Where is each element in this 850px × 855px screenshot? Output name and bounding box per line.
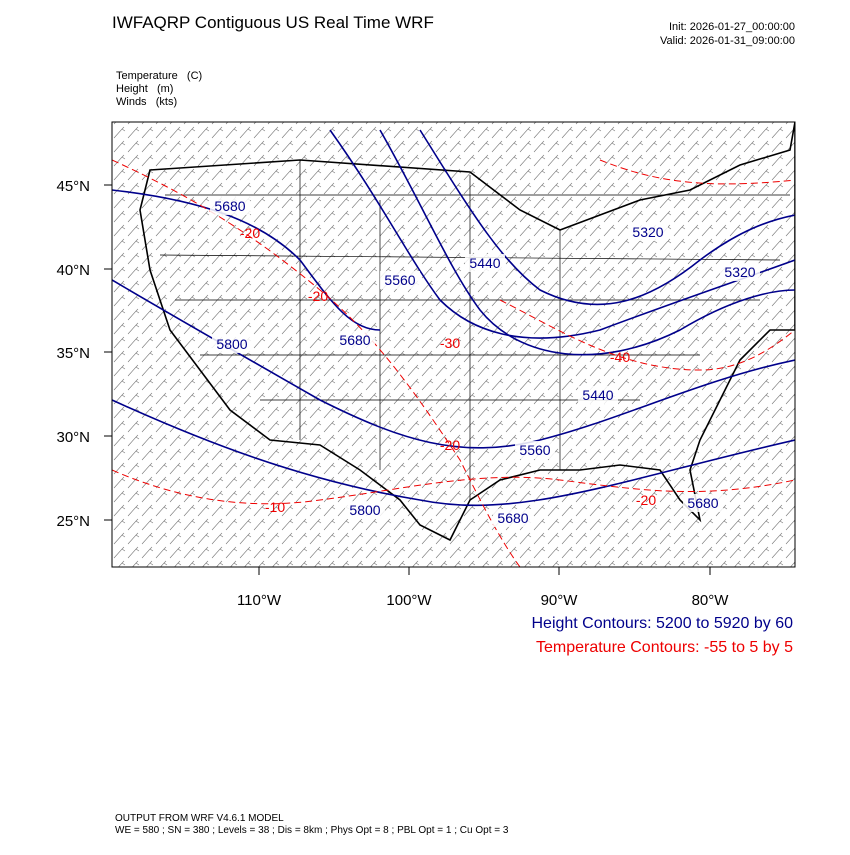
plot-frame [111,121,796,568]
lat-label: 45°N [56,178,90,195]
height-label: 5680 [339,332,370,348]
temperature-label: -20 [308,288,328,304]
height-label: 5680 [214,198,245,214]
lon-label: 90°W [541,592,579,609]
height-label: 5680 [497,510,528,526]
valid-time: Valid: 2026-01-31_09:00:00 [660,35,795,47]
height-label: 5320 [632,224,663,240]
height-label-box [578,386,618,404]
height-label: 5440 [582,387,613,403]
height-label-box [345,501,385,519]
height-legend: Height Contours: 5200 to 5920 by 60 [531,615,793,632]
height-label-box [515,441,555,459]
lat-label: 35°N [56,345,90,362]
temperature-legend: Temperature Contours: -55 to 5 by 5 [536,639,793,656]
lat-label: 25°N [56,513,90,530]
height-label: 5680 [687,495,718,511]
init-time: Init: 2026-01-27_00:00:00 [669,21,795,33]
lon-label: 80°W [692,592,730,609]
height-label-box [720,263,760,281]
temperature-label: -10 [265,499,285,515]
height-label-box [628,223,668,241]
temperature-label: -20 [636,492,656,508]
height-label-box [212,335,252,353]
height-label: 5440 [469,255,500,271]
us-outline [139,122,795,542]
field-label: Height (m) [116,83,173,95]
map: 5680 5560 5440 5320 5320 5800 5680 5440 5560 5800… [112,122,795,567]
temperature-label: -40 [610,349,630,365]
height-label-box [493,509,533,527]
height-label-box [380,271,420,289]
lon-label: 100°W [386,592,432,609]
height-label: 5320 [724,264,755,280]
title: IWFAQRP Contiguous US Real Time WRF [112,13,434,32]
lat-label: 40°N [56,262,90,279]
height-label: 5800 [349,502,380,518]
field-label: Winds (kts) [116,96,177,108]
height-label-box [683,494,723,512]
footer-model: OUTPUT FROM WRF V4.6.1 MODEL [115,813,284,824]
temperature-label: -20 [440,437,460,453]
height-label: 5800 [216,336,247,352]
height-label-box [465,254,505,272]
temperature-label: -20 [240,225,260,241]
temperature-contours [112,159,795,567]
lon-label: 110°W [237,592,282,609]
field-label: Temperature (C) [116,70,202,82]
height-label-box [335,331,375,349]
field-list: Temperature (C)Height (m)Winds (kts) [116,70,202,108]
footer-settings: WE = 580 ; SN = 380 ; Levels = 38 ; Dis … [115,825,509,836]
height-label-box [210,197,250,215]
lat-label: 30°N [56,429,90,446]
height-label: 5560 [519,442,550,458]
height-label: 5560 [384,272,415,288]
temperature-label: -30 [440,335,460,351]
